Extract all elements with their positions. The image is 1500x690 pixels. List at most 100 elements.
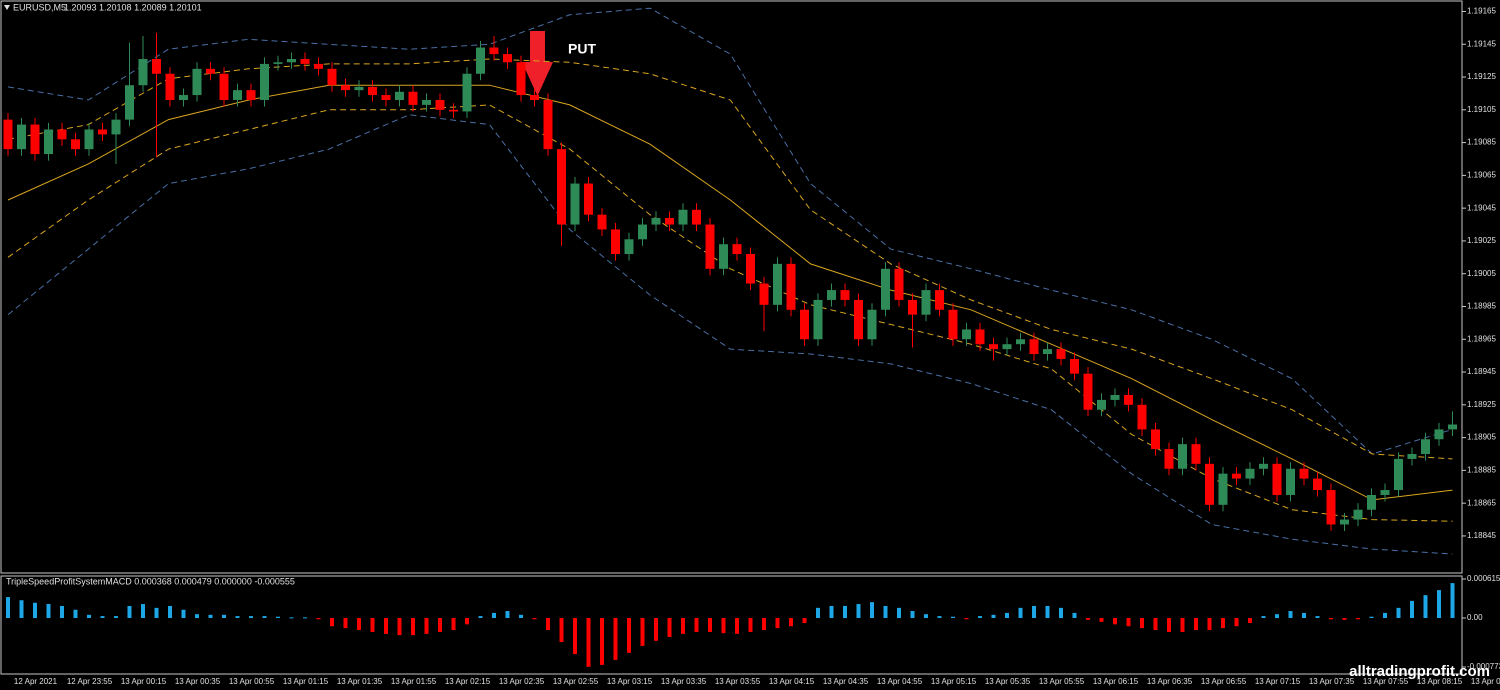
x-tick-label: 13 Apr 05:15 <box>931 677 977 686</box>
candle-body <box>1259 463 1268 469</box>
histogram-bar <box>856 604 861 618</box>
histogram-bar <box>1194 617 1198 631</box>
histogram-bar <box>100 616 105 618</box>
histogram-bar <box>1072 612 1077 618</box>
main-frame <box>0 0 1463 574</box>
put-arrow <box>522 31 553 96</box>
candle-body <box>1137 404 1147 430</box>
histogram-bar <box>1045 605 1050 618</box>
histogram-bar <box>613 617 618 660</box>
histogram-bar <box>694 617 699 632</box>
candle-body <box>44 129 53 155</box>
watermark: alltradingprofit.com <box>1349 663 1490 680</box>
histogram-bar <box>1018 607 1023 618</box>
histogram-bar <box>546 617 550 631</box>
histogram-bar <box>114 616 118 618</box>
candle-body <box>624 239 634 255</box>
histogram-bar <box>1302 612 1306 618</box>
histogram-bar <box>789 617 793 627</box>
histogram-bar <box>802 617 807 624</box>
indicator-title: TripleSpeedProfitSystemMACD 0.000368 0.0… <box>6 576 295 586</box>
candle-body <box>57 129 67 140</box>
histogram-bar <box>1437 590 1441 618</box>
candle-body <box>908 299 917 315</box>
y-tick-label: 1.18965 <box>1467 334 1496 343</box>
candle-body <box>611 229 620 255</box>
x-tick-label: 13 Apr 06:35 <box>1147 677 1193 686</box>
histogram-bar <box>478 616 483 618</box>
histogram-bar <box>60 605 64 618</box>
candle-body <box>989 344 998 350</box>
x-tick-label: 13 Apr 00:55 <box>229 677 275 686</box>
candle-body <box>800 309 809 340</box>
histogram-bar <box>991 614 996 618</box>
histogram-bar <box>1261 616 1266 618</box>
y-tick-label: 1.18885 <box>1467 465 1496 474</box>
candle-body <box>422 99 431 105</box>
candle-body <box>867 309 877 340</box>
histogram-bar <box>1059 607 1063 618</box>
histogram-bar <box>87 614 91 618</box>
signal-label: PUT <box>568 41 596 57</box>
candle-body <box>759 283 769 305</box>
histogram-bar <box>937 616 942 618</box>
histogram-bar <box>1315 616 1320 618</box>
x-tick-label: 13 Apr 01:55 <box>391 677 437 686</box>
candle-body <box>1353 509 1363 520</box>
histogram-bar <box>559 617 564 643</box>
candle-body <box>1326 490 1336 525</box>
candle-body <box>71 139 80 150</box>
candle-body <box>1232 473 1241 479</box>
histogram-bar <box>397 617 402 636</box>
histogram-bar <box>181 609 186 618</box>
candle-body <box>678 209 688 225</box>
candle-body <box>746 254 755 284</box>
histogram-bar <box>1032 605 1036 618</box>
histogram-bar <box>249 616 253 618</box>
candle-body <box>327 68 337 86</box>
candle-body <box>516 62 526 96</box>
candle-body <box>368 86 377 96</box>
candle-body <box>1286 468 1295 495</box>
candle-body <box>381 95 391 100</box>
histogram-bar <box>1275 614 1279 618</box>
x-tick-label: 13 Apr 01:35 <box>337 677 383 686</box>
candle-body <box>840 290 850 300</box>
candle-body <box>1205 463 1214 505</box>
histogram-bar <box>424 617 429 634</box>
candle-body <box>314 63 323 69</box>
candle-body <box>665 217 674 225</box>
candle-body <box>165 73 175 100</box>
candle-body <box>98 129 107 135</box>
y-tick-label: 1.19045 <box>1467 203 1496 212</box>
x-tick-label: 13 Apr 03:35 <box>661 677 707 686</box>
candle-body <box>975 329 985 345</box>
histogram-bar <box>883 605 888 618</box>
histogram-bar <box>303 617 307 619</box>
candle-body <box>894 268 904 300</box>
histogram-bar <box>667 617 672 638</box>
candle-body <box>3 119 13 150</box>
candle-body <box>476 47 485 74</box>
candle-body <box>219 73 229 100</box>
histogram-bar <box>924 614 928 618</box>
histogram-bar <box>1383 612 1387 618</box>
histogram-bar <box>492 612 496 618</box>
candle-body <box>651 217 661 225</box>
y-tick-label: 1.19125 <box>1467 72 1496 81</box>
histogram-bar <box>573 617 577 655</box>
histogram-bar <box>73 609 78 618</box>
histogram-bar <box>1288 611 1293 618</box>
menu-triangle <box>4 5 10 10</box>
arrow-shaft <box>530 31 545 63</box>
x-tick-label: 13 Apr 07:35 <box>1309 677 1355 686</box>
candle-body <box>921 290 931 315</box>
candle-body <box>1124 394 1133 405</box>
x-tick-label: 13 Apr 04:55 <box>877 677 923 686</box>
candle-body <box>962 329 971 340</box>
candle-body <box>881 268 890 310</box>
histogram-bar <box>951 616 955 618</box>
x-tick-label: 13 Apr 04:35 <box>823 677 869 686</box>
y-tick-label: 1.18905 <box>1467 433 1496 442</box>
